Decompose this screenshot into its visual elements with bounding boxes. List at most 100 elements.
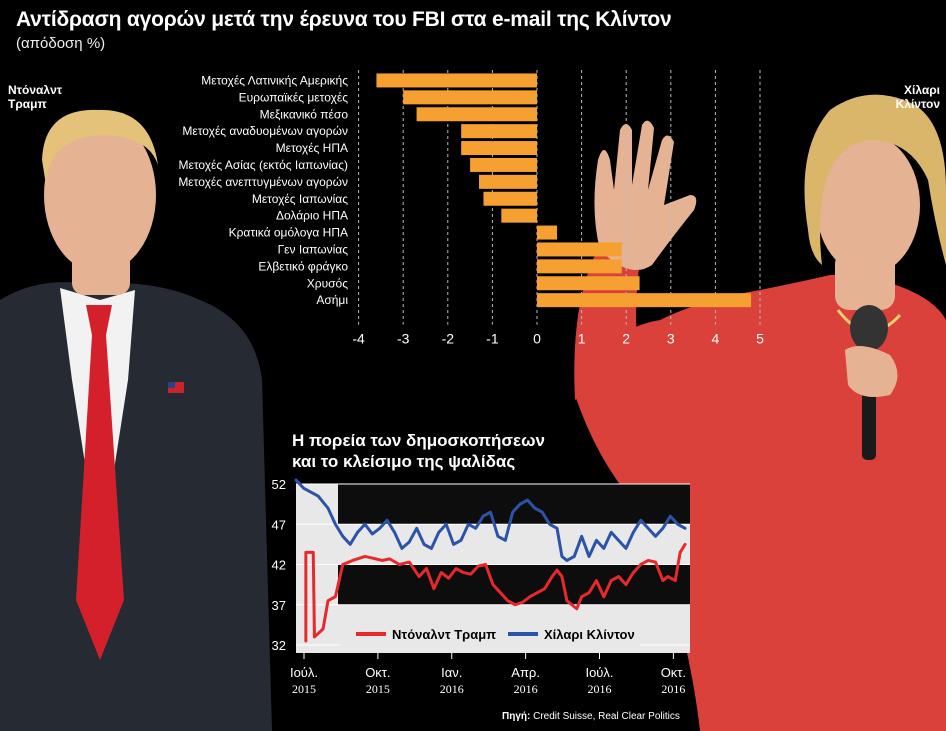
poll-x-tick-label-year: 2016 (440, 682, 464, 696)
clinton-name-label: Χίλαρι Κλίντον (896, 83, 940, 111)
bar (537, 259, 622, 274)
bar (416, 107, 537, 122)
source-note: Πηγή: Credit Suisse, Real Clear Politics (502, 711, 680, 722)
clinton-photo (574, 94, 946, 731)
trump-first-name: Ντόναλντ (8, 83, 63, 97)
poll-chart-background (296, 483, 690, 659)
bar (376, 73, 537, 88)
bar (470, 157, 537, 172)
trump-suit-shape (0, 282, 272, 731)
poll-band-1 (338, 564, 690, 605)
poll-band-0 (338, 484, 690, 525)
poll-chart-legend: Ντόναλντ Τραμπ Χίλαρι Κλίντον (356, 627, 635, 642)
page-title: Αντίδραση αγορών μετά την έρευνα του FBI… (16, 8, 672, 31)
bar-tick-label: -3 (397, 331, 410, 347)
legend-swatch-trump (356, 632, 386, 636)
bar-chart-category-labels: Μετοχές Λατινικής Αμερικής Ευρωπαϊκές μετ… (178, 74, 348, 308)
poll-chart-x-tick-labels: Ιούλ. 2015 Οκτ. 2015 Ιαν. 2016 Απρ. 2016 Ιούλ. 20… (290, 665, 686, 696)
bar-category-label: Μετοχές ΗΠΑ (276, 141, 348, 155)
bar (537, 293, 752, 308)
bar-tick-label: 3 (667, 331, 675, 347)
bar-chart-tick-labels: -4 -3 -2 -1 0 1 2 3 4 5 (352, 331, 764, 347)
bar-tick-label: -4 (352, 331, 365, 347)
bar-category-label: Μετοχές Λατινικής Αμερικής (201, 74, 348, 88)
poll-x-tick-label-month: Οκτ. (365, 665, 390, 680)
poll-y-tick-label: 42 (272, 558, 286, 573)
bar-category-label: Χρυσός (307, 276, 348, 290)
poll-x-tick-label-month: Ιαν. (441, 665, 462, 680)
legend-label-clinton: Χίλαρι Κλίντον (544, 627, 635, 642)
bar (483, 191, 537, 206)
bar-tick-label: -2 (442, 331, 455, 347)
bar-tick-label: -1 (486, 331, 499, 347)
poll-legend-bg (340, 622, 640, 646)
bar (461, 124, 537, 139)
clinton-mic-hand-shape (845, 346, 898, 398)
trump-last-name: Τραμπ (8, 97, 47, 111)
poll-x-tick-label-month: Οκτ. (661, 665, 686, 680)
bar (537, 276, 640, 291)
page-subtitle: (απόδοση %) (16, 35, 106, 52)
poll-line-chart: Η πορεία των δημοσκοπήσεων και το κλείσι… (272, 431, 690, 696)
poll-x-tick-label-month: Ιούλ. (290, 665, 318, 680)
trump-tie-shape (76, 305, 124, 660)
clinton-poll-line (294, 478, 687, 562)
poll-chart-series (294, 478, 687, 643)
clinton-face-shape (816, 135, 920, 275)
bar (537, 225, 558, 240)
poll-x-tick-label-month: Απρ. (511, 665, 540, 680)
poll-x-tick-label-year: 2015 (366, 682, 390, 696)
us-flag-pin-shape (168, 382, 184, 393)
clinton-hair-shape (804, 94, 946, 266)
poll-y-tick-label: 32 (272, 638, 286, 653)
trump-face-shape (44, 117, 156, 273)
bar-tick-label: 5 (756, 331, 764, 347)
bar-category-label: Ελβετικό φράγκο (258, 259, 348, 273)
poll-chart-title-line-2: και το κλείσιμο της ψαλίδας (292, 452, 515, 471)
bar (501, 208, 537, 223)
bar-category-label: Μετοχές Ιαπωνίας (252, 192, 348, 206)
bar-category-label: Μετοχές Ασίας (εκτός Ιαπωνίας) (178, 158, 348, 172)
us-flag-pin-canton (168, 382, 175, 388)
poll-x-tick-label-year: 2016 (588, 682, 612, 696)
bar-category-label: Μετοχές ανεπτυγμένων αγορών (178, 175, 348, 189)
clinton-first-name: Χίλαρι (904, 83, 940, 97)
bar-chart-bars (376, 73, 752, 308)
poll-x-tick-label-year: 2016 (661, 682, 685, 696)
bar-tick-label: 2 (622, 331, 630, 347)
legend-label-trump: Ντόναλντ Τραμπ (392, 627, 496, 642)
poll-x-tick-label-year: 2015 (292, 682, 316, 696)
bar-category-label: Ασήμι (316, 293, 348, 307)
market-reaction-bar-chart: Μετοχές Λατινικής Αμερικής Ευρωπαϊκές μετ… (178, 70, 764, 347)
bar (461, 141, 537, 156)
legend-swatch-clinton (508, 632, 538, 636)
bar (479, 174, 537, 189)
bar-tick-label: 4 (712, 331, 720, 347)
trump-photo (0, 109, 272, 731)
bar-category-label: Ευρωπαϊκές μετοχές (239, 90, 349, 104)
bar-category-label: Κρατικά ομόλογα ΗΠΑ (229, 226, 348, 240)
source-text: Credit Suisse, Real Clear Politics (533, 711, 680, 722)
bar-tick-label: 0 (533, 331, 541, 347)
bar-category-label: Μετοχές αναδυομένων αγορών (182, 124, 348, 138)
source-label: Πηγή: (502, 711, 531, 722)
poll-chart-y-tick-labels: 52 47 42 37 32 (272, 477, 286, 653)
poll-y-tick-label: 47 (272, 517, 286, 532)
bar-category-label: Γεν Ιαπωνίας (278, 243, 349, 257)
poll-x-tick-label-year: 2016 (514, 682, 538, 696)
poll-y-tick-label: 52 (272, 477, 286, 492)
poll-chart-title-line-1: Η πορεία των δημοσκοπήσεων (292, 431, 545, 450)
microphone-head (850, 305, 888, 351)
poll-x-tick-label-month: Ιούλ. (585, 665, 613, 680)
bar-category-label: Μεξικανικό πέσο (260, 107, 349, 121)
clinton-last-name: Κλίντον (895, 97, 940, 111)
poll-y-tick-label: 37 (272, 598, 286, 613)
trump-poll-line (304, 542, 687, 643)
bar-category-label: Δολάριο ΗΠΑ (276, 209, 348, 223)
bar-tick-label: 1 (578, 331, 586, 347)
bar (537, 242, 622, 257)
bar (403, 90, 537, 105)
trump-name-label: Ντόναλντ Τραμπ (8, 83, 62, 111)
trump-hair-shape (42, 109, 158, 185)
